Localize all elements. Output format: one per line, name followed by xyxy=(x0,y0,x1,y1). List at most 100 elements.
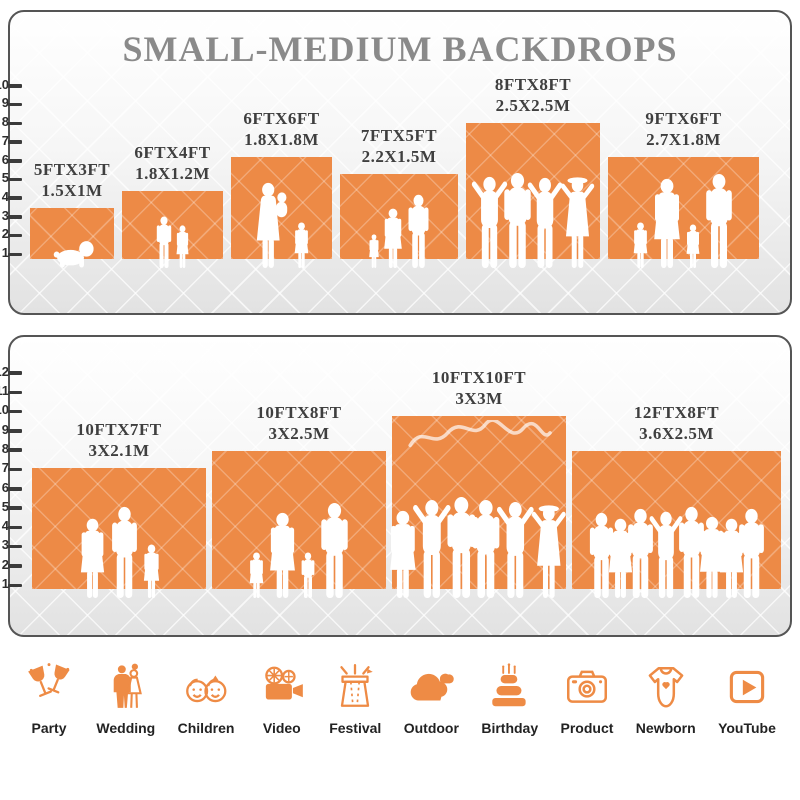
woman-silhouette xyxy=(383,208,402,268)
watermark-script xyxy=(408,420,552,448)
backdrop-swatch xyxy=(231,157,332,268)
man-silhouette xyxy=(627,508,653,598)
size-feet: 10FTX10FT xyxy=(431,367,527,387)
backdrop-swatch xyxy=(608,157,759,268)
pose-man-silhouette xyxy=(471,176,507,268)
woman-silhouette xyxy=(269,512,295,598)
ruler-number: 6 xyxy=(1,151,9,167)
category-newborn: Newborn xyxy=(636,658,696,736)
backdrop-5ftx3ft: 5FTX3FT 1.5X1M xyxy=(30,159,114,268)
ruler-number: 2 xyxy=(1,556,9,572)
category-label: Video xyxy=(262,720,301,736)
size-feet: 9FTX6FT xyxy=(645,108,722,128)
people-silhouettes xyxy=(212,502,386,598)
size-meters: 2.7X1.8M xyxy=(646,129,721,149)
people-silhouettes xyxy=(122,216,223,268)
backdrop-size-label: 12FTX8FT 3.6X2.5M xyxy=(634,402,719,445)
ruler-number: 3 xyxy=(1,207,9,223)
youtube-icon xyxy=(722,658,772,712)
ruler-number: 12 xyxy=(0,363,9,379)
ruler-number: 1 xyxy=(1,245,9,260)
newborn-icon xyxy=(641,658,691,712)
size-feet: 12FTX8FT xyxy=(633,402,720,422)
ruler-number: 8 xyxy=(1,114,9,130)
category-label: Birthday xyxy=(481,720,539,736)
man-silhouette xyxy=(408,194,428,268)
size-feet: 7FTX5FT xyxy=(360,125,438,145)
people-silhouettes xyxy=(231,182,332,268)
stage-bottom: 10FTX7FT 3X2.1M 10FTX8FT 3X2.5M 10FTX10FT 3X3… xyxy=(10,367,790,598)
ruler-number: 3 xyxy=(1,537,9,553)
backdrop-swatch xyxy=(30,208,114,268)
backdrop-size-label: 6FTX4FT 1.8X1.2M xyxy=(134,142,210,185)
ruler-number: 5 xyxy=(1,170,9,186)
man-silhouette xyxy=(503,172,531,268)
category-birthday: Birthday xyxy=(481,658,538,736)
ruler-number: 11 xyxy=(0,383,9,398)
ruler-number: 5 xyxy=(1,498,9,514)
backdrop-7ftx5ft: 7FTX5FT 2.2X1.5M xyxy=(340,125,458,268)
people-silhouettes xyxy=(390,496,567,598)
category-youtube: YouTube xyxy=(718,658,776,736)
boy-silhouette xyxy=(156,216,172,268)
size-feet: 8FTX8FT xyxy=(494,74,572,94)
man-silhouette xyxy=(320,502,348,598)
outdoor-icon xyxy=(406,658,456,712)
size-meters: 3.6X2.5M xyxy=(639,423,714,443)
ruler-number: 9 xyxy=(1,95,9,111)
backdrop-6ftx4ft: 6FTX4FT 1.8X1.2M xyxy=(122,142,223,268)
category-label: Children xyxy=(177,720,235,736)
category-label: Newborn xyxy=(635,720,696,736)
category-product: Product xyxy=(561,658,613,736)
backdrop-10ftx10ft: 10FTX10FT 3X3M xyxy=(390,367,567,598)
category-outdoor: Outdoor xyxy=(404,658,459,736)
size-feet: 5FTX3FT xyxy=(33,159,111,179)
size-meters: 1.8X1.8M xyxy=(244,129,319,149)
category-festival: Festival xyxy=(329,658,381,736)
stage-top: 5FTX3FT 1.5X1M 6FTX4FT 1.8X1.2M 6FTX6FT 1.8X1… xyxy=(10,74,790,268)
category-label: Outdoor xyxy=(403,720,459,736)
backdrop-swatch xyxy=(340,174,458,268)
birthday-icon xyxy=(485,658,535,712)
size-meters: 3X2.1M xyxy=(88,440,150,460)
category-label: YouTube xyxy=(718,720,776,736)
ruler-number: 6 xyxy=(1,479,9,495)
backdrop-size-label: 5FTX3FT 1.5X1M xyxy=(34,159,110,202)
backdrop-size-label: 9FTX6FT 2.7X1.8M xyxy=(645,108,721,151)
people-silhouettes xyxy=(32,506,206,598)
category-wedding: Wedding xyxy=(96,658,155,736)
people-silhouettes xyxy=(30,236,114,268)
ruler-number: 7 xyxy=(1,132,9,148)
party-icon xyxy=(24,658,74,712)
baby-silhouette xyxy=(53,241,94,268)
category-video: Video xyxy=(257,658,307,736)
woman-silhouette xyxy=(654,178,680,268)
backdrop-size-label: 10FTX8FT 3X2.5M xyxy=(256,402,341,445)
pose-woman-silhouette xyxy=(560,177,594,268)
size-meters: 2.5X2.5M xyxy=(495,95,571,115)
man-silhouette xyxy=(738,508,764,598)
man-silhouette xyxy=(472,499,500,598)
pose-man-silhouette xyxy=(412,500,451,598)
backdrop-10ftx8ft: 10FTX8FT 3X2.5M xyxy=(212,402,386,598)
girl-silhouette xyxy=(633,222,648,268)
people-silhouettes xyxy=(572,506,781,598)
woman-baby-silhouette xyxy=(256,182,288,268)
backdrop-swatch xyxy=(572,451,781,598)
category-label: Festival xyxy=(329,720,382,736)
size-feet: 6FTX6FT xyxy=(243,108,320,128)
woman-silhouette xyxy=(390,510,416,598)
man-silhouette xyxy=(678,506,704,598)
size-feet: 6FTX4FT xyxy=(134,142,211,162)
girl-silhouette xyxy=(176,225,189,268)
backdrop-size-label: 7FTX5FT 2.2X1.5M xyxy=(361,125,437,168)
girl-silhouette xyxy=(686,224,700,268)
boy-silhouette xyxy=(301,552,314,598)
backdrop-9ftx6ft: 9FTX6FT 2.7X1.8M xyxy=(608,108,759,268)
product-icon xyxy=(562,658,612,712)
category-label: Wedding xyxy=(96,720,156,736)
wedding-icon xyxy=(101,658,151,712)
category-party: Party xyxy=(24,658,74,736)
backdrop-10ftx7ft: 10FTX7FT 3X2.1M xyxy=(32,419,206,598)
people-silhouettes xyxy=(466,172,600,268)
